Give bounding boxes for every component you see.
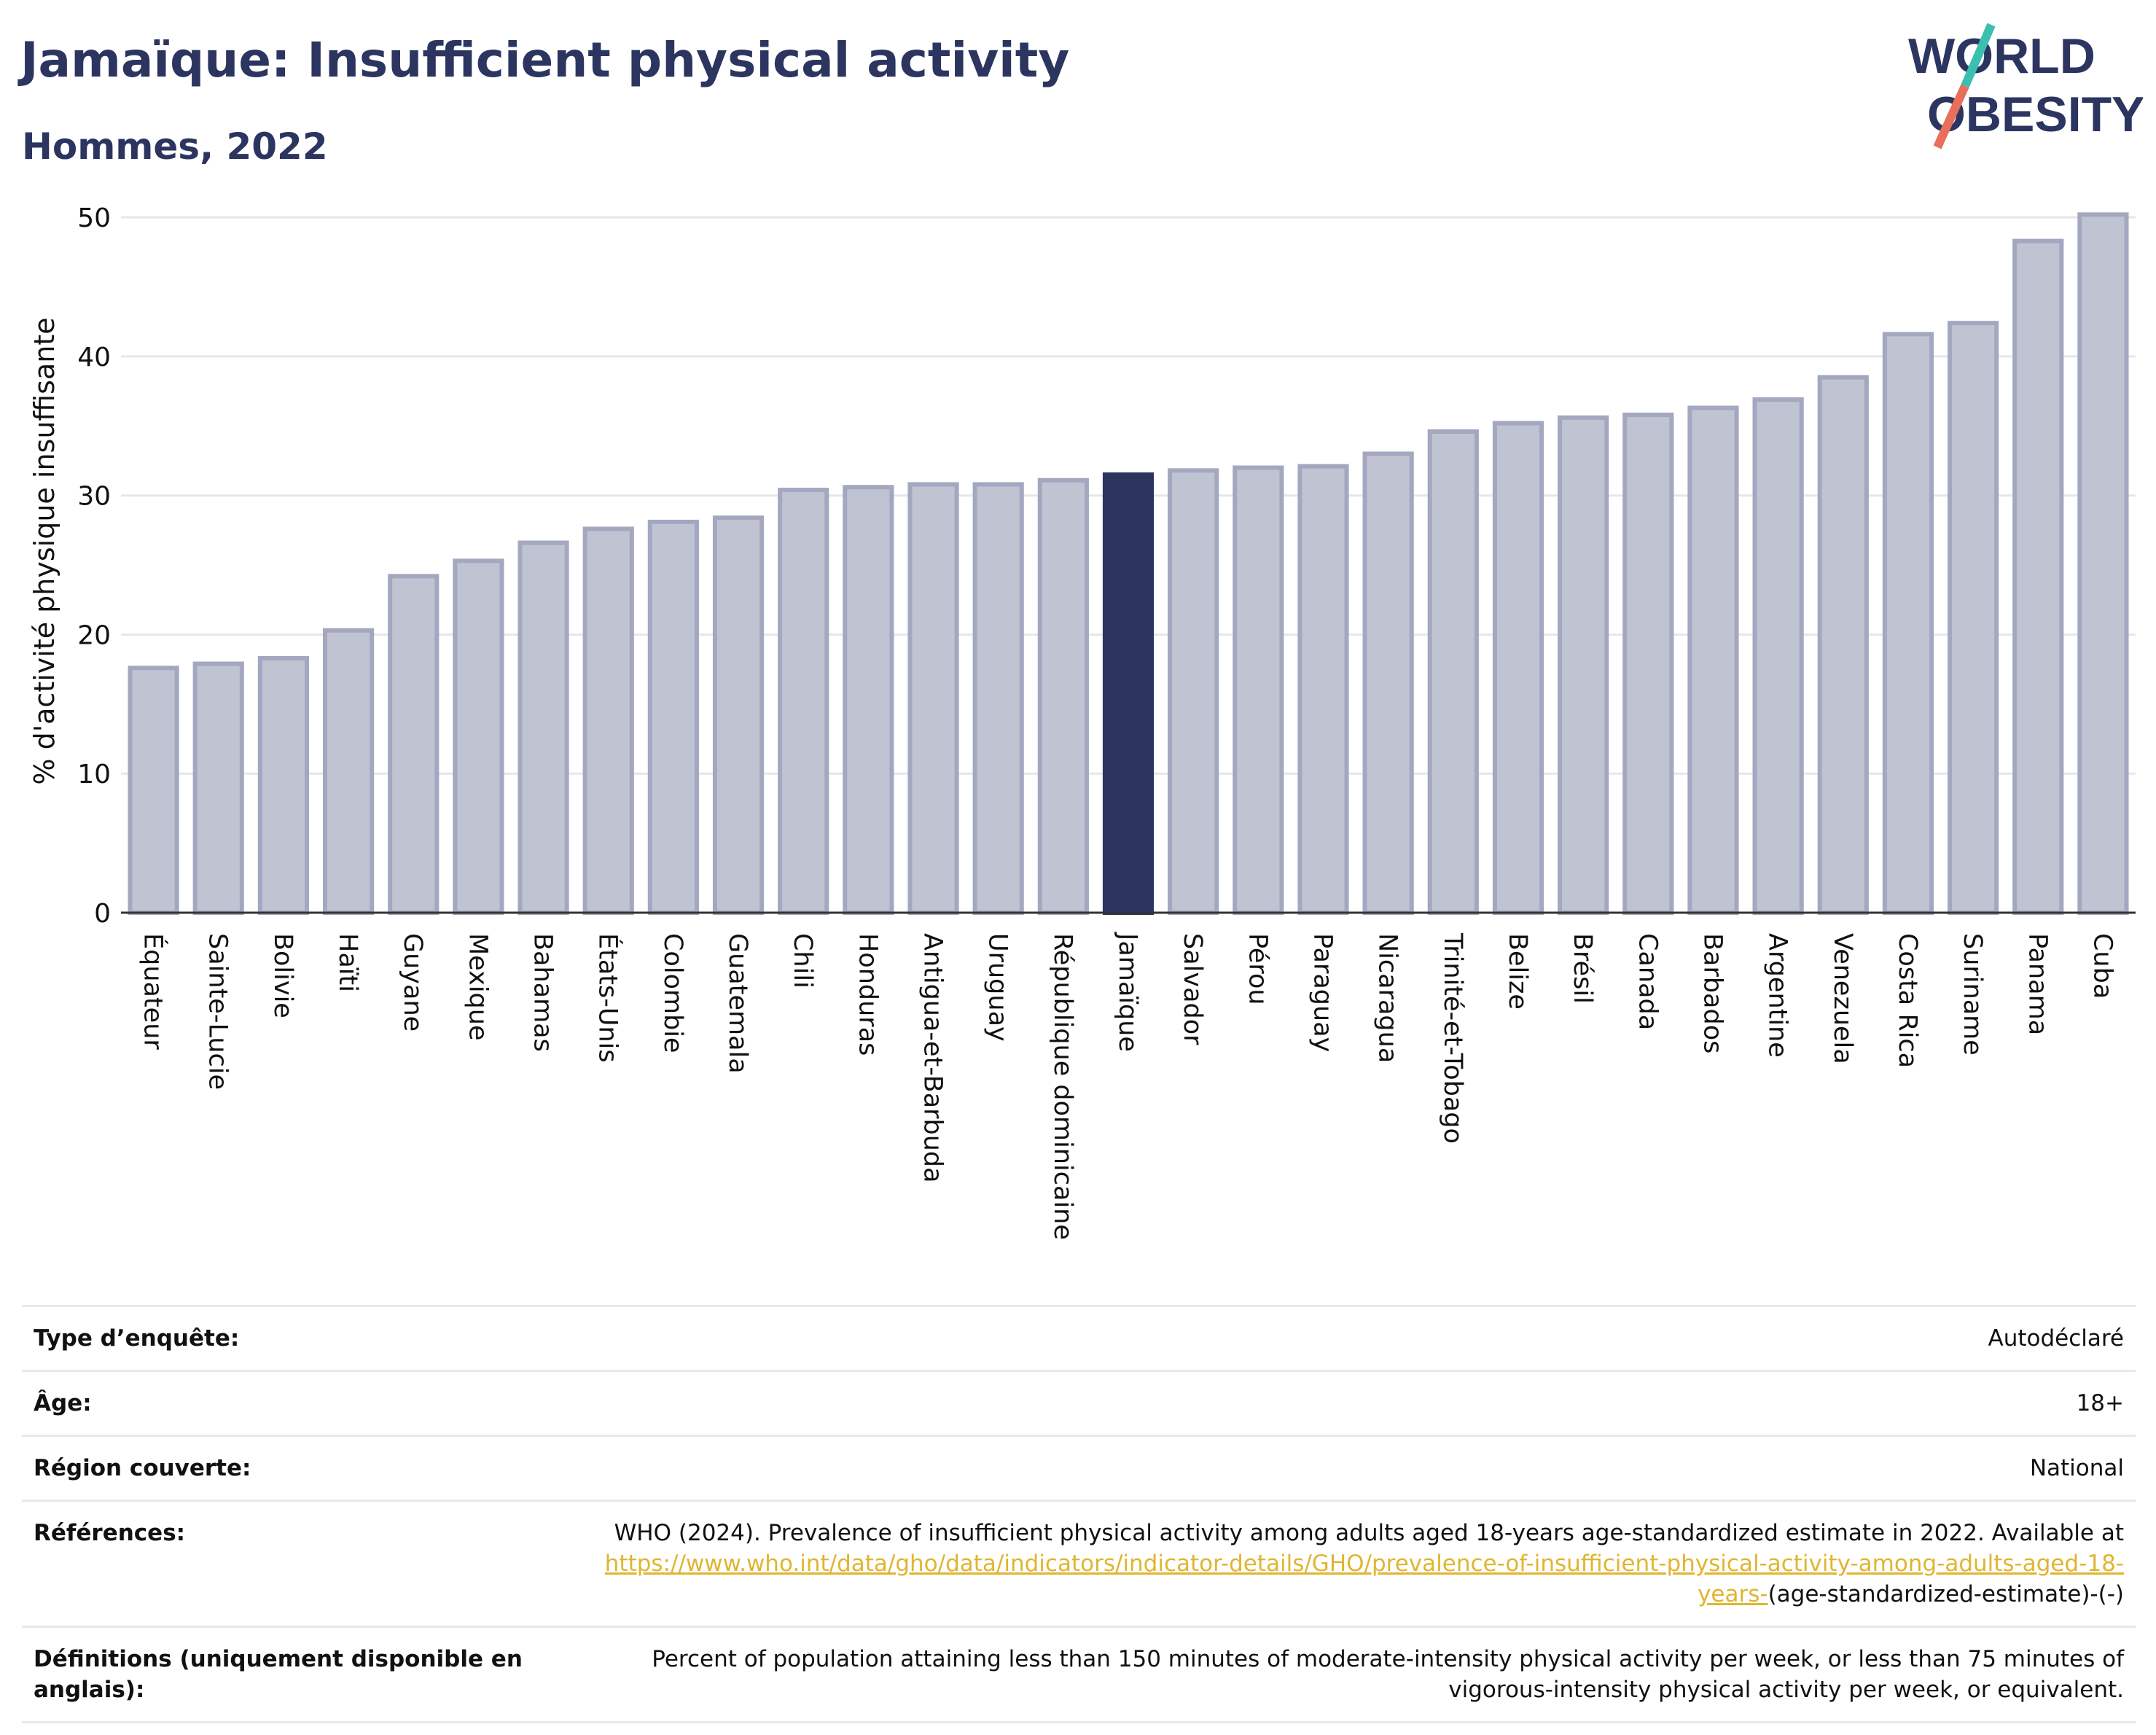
- x-tick-label: Pérou: [1243, 933, 1272, 1005]
- chart-title: Jamaïque: Insufficient physical activity: [20, 32, 1070, 88]
- x-tick-label: Barbados: [1698, 933, 1727, 1053]
- info-row-survey-type: Type d’enquête: Autodéclaré: [22, 1305, 2136, 1371]
- bar-bahamas: [517, 540, 569, 915]
- bar-panama: [2012, 238, 2064, 916]
- x-tick-label: Guyane: [398, 933, 427, 1032]
- y-axis-label: % d'activité physique insuffisante: [28, 317, 60, 784]
- age-value: 18+: [555, 1370, 2136, 1436]
- x-tick-label: République dominicaine: [1048, 933, 1077, 1240]
- bar-salvador: [1168, 468, 1219, 916]
- bar-chili: [778, 488, 829, 915]
- y-tick-label: 0: [94, 899, 111, 929]
- x-tick-label: Paraguay: [1308, 933, 1337, 1052]
- bar-nicaragua: [1362, 451, 1414, 915]
- x-tick-label: Bolivie: [268, 933, 297, 1018]
- bar-mexique: [453, 558, 504, 915]
- axes: 0 10 20 30 40 50 Équateur Sainte-Lucie Bolivie Ha…: [77, 203, 2136, 1240]
- bar-jama-que: [1102, 472, 1155, 916]
- references-value: WHO (2024). Prevalence of insufficient p…: [555, 1500, 2136, 1627]
- bar-r-publique-dominicaine: [1037, 477, 1089, 915]
- bar-argentine: [1752, 397, 1804, 915]
- region-label: Région couverte:: [22, 1435, 555, 1501]
- x-tick-label: Bahamas: [528, 933, 558, 1052]
- bar-bolivie: [257, 655, 310, 916]
- references-text: WHO (2024). Prevalence of insufficient p…: [614, 1520, 2124, 1546]
- bar-guatemala: [712, 515, 765, 915]
- bar-p-rou: [1233, 465, 1284, 915]
- definitions-value: Percent of population attaining less tha…: [555, 1626, 2136, 1723]
- x-tick-label: Nicaragua: [1373, 933, 1402, 1063]
- x-tick-label: Mexique: [463, 933, 492, 1041]
- x-tick-label: Chili: [788, 933, 817, 989]
- x-tick-label: Sainte-Lucie: [203, 933, 233, 1090]
- x-tick-label: Salvador: [1178, 933, 1207, 1045]
- x-tick-label: Panama: [2023, 933, 2052, 1035]
- bar-cuba: [2077, 212, 2129, 916]
- bars: [128, 212, 2129, 916]
- x-tick-label: Équateur: [138, 933, 169, 1050]
- y-tick-label: 50: [77, 203, 111, 233]
- x-tick-label: Trinité-et-Tobago: [1438, 932, 1467, 1144]
- x-tick-label: Colombie: [658, 933, 687, 1053]
- x-tick-label: Venezuela: [1828, 933, 1857, 1064]
- bar-canada: [1622, 413, 1674, 915]
- x-tick-label: Suriname: [1958, 933, 1987, 1056]
- x-tick-label: Antigua-et-Barbuda: [918, 933, 948, 1183]
- x-tick-label: États-Unis: [593, 933, 624, 1063]
- x-tick-label: Costa Rica: [1893, 933, 1922, 1068]
- bar-suriname: [1947, 321, 1999, 915]
- logo-slash-top: [1961, 23, 1996, 88]
- definitions-label: Définitions (uniquement disponible en an…: [22, 1626, 555, 1723]
- bar-ha-ti: [322, 628, 375, 915]
- x-tick-label: Brésil: [1568, 933, 1597, 1004]
- bar-paraguay: [1297, 464, 1349, 915]
- x-tick-label: Guatemala: [723, 933, 752, 1074]
- y-tick-label: 10: [77, 760, 111, 789]
- bar-antigua-et-barbuda: [907, 482, 959, 915]
- region-value: National: [555, 1435, 2136, 1501]
- survey-type-value: Autodéclaré: [555, 1305, 2136, 1371]
- bar-honduras: [843, 485, 894, 915]
- bar-belize: [1492, 421, 1544, 915]
- bar-colombie: [647, 519, 699, 915]
- bar-chart: 0 10 20 30 40 50 Équateur Sainte-Lucie Bolivie Ha…: [28, 203, 2136, 1240]
- bar-uruguay: [972, 482, 1024, 915]
- x-tick-label: Canada: [1633, 933, 1662, 1030]
- references-link[interactable]: https://www.who.int/data/gho/data/indica…: [604, 1551, 2124, 1607]
- references-suffix: (age-standardized-estimate)-(-): [1768, 1581, 2124, 1607]
- info-row-region: Région couverte: National: [22, 1435, 2136, 1501]
- x-tick-label: Cuba: [2087, 933, 2117, 999]
- age-label: Âge:: [22, 1370, 555, 1436]
- y-tick-label: 20: [77, 620, 111, 650]
- x-tick-label: Argentine: [1763, 933, 1792, 1058]
- bar-barbados: [1687, 405, 1739, 915]
- chart-subtitle: Hommes, 2022: [22, 125, 328, 168]
- info-row-references: Références: WHO (2024). Prevalence of in…: [22, 1500, 2136, 1627]
- x-tick-label: Belize: [1503, 933, 1532, 1010]
- info-row-definitions: Définitions (uniquement disponible en an…: [22, 1626, 2136, 1723]
- x-tick-label: Uruguay: [983, 933, 1012, 1042]
- y-tick-label: 40: [77, 343, 111, 373]
- bar--tats-unis: [582, 526, 634, 915]
- x-tick-label: Honduras: [853, 933, 882, 1056]
- bar-venezuela: [1817, 375, 1869, 915]
- info-table: Type d’enquête: Autodéclaré Âge: 18+ Rég…: [22, 1305, 2136, 1723]
- bar-guyane: [388, 574, 440, 915]
- bar-costa-rica: [1882, 332, 1934, 915]
- y-tick-label: 30: [77, 482, 111, 512]
- x-tick-label: Jamaïque: [1113, 932, 1142, 1052]
- bar-sainte-lucie: [192, 661, 244, 915]
- logo-line-world: WORLD: [1908, 28, 2096, 84]
- references-label: Références:: [22, 1500, 555, 1627]
- bar-trinit-et-tobago: [1427, 429, 1479, 915]
- bar--quateur: [128, 666, 179, 915]
- x-tick-label: Haïti: [333, 933, 362, 992]
- bar-br-sil: [1558, 415, 1609, 916]
- info-row-age: Âge: 18+: [22, 1370, 2136, 1436]
- survey-type-label: Type d’enquête:: [22, 1305, 555, 1371]
- logo-slash-bottom: [1933, 84, 1969, 149]
- world-obesity-logo: WORLD OBESITY: [1908, 23, 2143, 149]
